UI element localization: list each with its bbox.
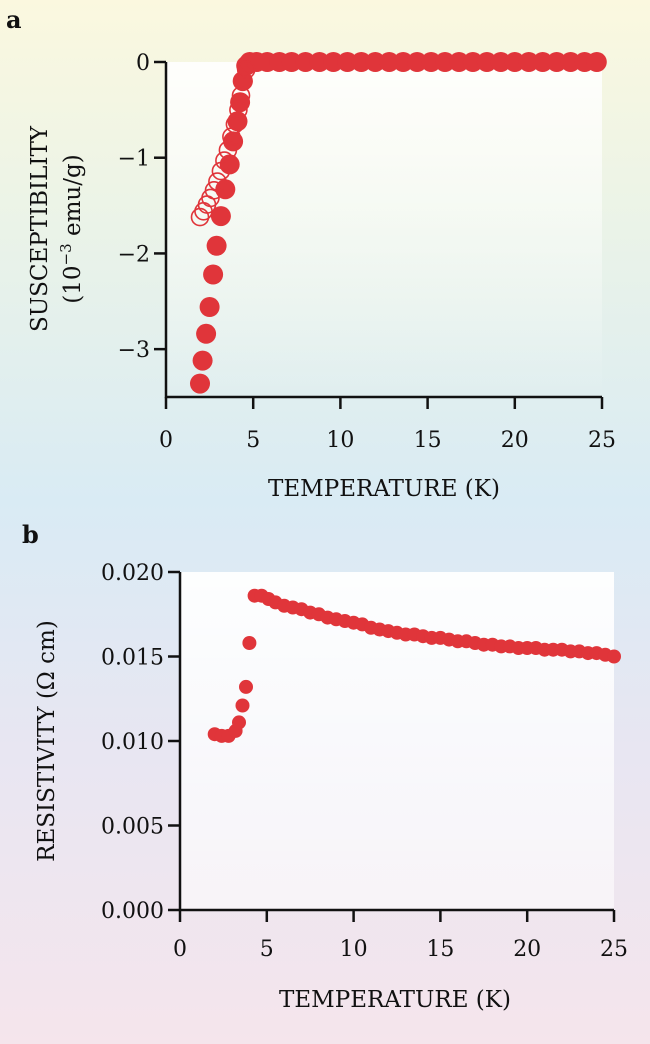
data-point-a-open-6	[211, 161, 231, 181]
x-axis-title-a: TEMPERATURE (K)	[268, 476, 500, 502]
plot-area-b	[180, 572, 614, 910]
x-tick-label-a-0: 0	[159, 428, 173, 453]
panel-label-a: a	[6, 5, 22, 34]
chart-b: b 0.000 0.005 0.010 0.015 0.020 0 5 10 15 20 25 T…	[22, 520, 628, 1013]
data-point-a-filled-31	[462, 52, 483, 72]
data-points-b	[207, 588, 621, 743]
y-tick-label-b-2: 0.010	[101, 730, 164, 755]
axes-a	[164, 62, 602, 399]
data-point-a-open-13	[234, 71, 253, 91]
chart-a: a 0 −1 −2 −3 0 5 10 15 20 25 TEMPERATURE (K) SUS…	[6, 5, 616, 502]
data-point-a-filled-22	[337, 52, 358, 72]
data-point-a-filled-38	[560, 52, 581, 72]
plot-area-a	[166, 62, 602, 397]
data-point-a-filled-40	[586, 52, 607, 72]
data-point-a-open-11	[229, 100, 248, 120]
x-ticks-b: 0 5 10 15 20 25	[173, 910, 628, 962]
data-point-a-filled-29	[435, 52, 455, 72]
data-point-a-open-5	[208, 172, 227, 191]
x-tick-label-b-5: 25	[600, 937, 628, 962]
y-tick-label-b-0: 0.000	[101, 899, 164, 924]
data-point-a-open-4	[204, 181, 224, 200]
data-point-a-filled-34	[504, 52, 525, 72]
data-point-a-filled-9	[223, 131, 244, 152]
data-point-a-filled-32	[476, 52, 497, 72]
y-ticks-b: 0.000 0.005 0.010 0.015 0.020	[101, 561, 180, 924]
y-tick-label-b-4: 0.020	[101, 561, 164, 586]
data-point-a-filled-0	[190, 373, 210, 394]
data-point-b-resistivity-5	[235, 698, 250, 713]
x-tick-label-a-5: 25	[588, 428, 616, 453]
data-point-a-filled-18	[281, 52, 302, 72]
data-point-a-filled-36	[532, 52, 553, 72]
data-point-b-resistivity-4	[232, 715, 246, 730]
y-tick-label-a-1: −1	[118, 147, 150, 172]
data-point-a-filled-20	[309, 52, 330, 72]
x-tick-label-a-2: 10	[326, 428, 354, 453]
x-tick-label-a-1: 5	[246, 428, 260, 453]
y-tick-label-a-2: −2	[118, 242, 150, 267]
data-point-a-filled-37	[546, 52, 567, 72]
data-point-a-open-10	[225, 114, 245, 134]
x-tick-label-b-4: 20	[513, 937, 541, 962]
data-point-a-filled-27	[407, 52, 428, 72]
x-tick-label-b-2: 10	[340, 937, 368, 962]
data-points-a	[190, 52, 607, 394]
y-axis-title-b: RESISTIVITY (Ω cm)	[34, 620, 60, 862]
x-ticks-a: 0 5 10 15 20 25	[159, 397, 616, 453]
data-point-b-resistivity-50	[607, 649, 621, 664]
data-point-a-filled-33	[490, 52, 511, 72]
data-point-a-filled-23	[351, 52, 372, 72]
data-point-a-filled-35	[518, 52, 539, 72]
data-point-a-open-9	[222, 127, 241, 146]
data-point-a-filled-28	[421, 52, 442, 72]
data-point-a-filled-3	[199, 297, 220, 317]
data-point-a-filled-1	[192, 350, 213, 371]
data-point-a-filled-5	[206, 235, 227, 256]
data-point-a-open-7	[215, 151, 234, 170]
y-tick-label-b-1: 0.005	[101, 815, 164, 840]
data-point-a-filled-4	[203, 264, 224, 285]
data-point-a-filled-19	[295, 52, 316, 72]
y-tick-label-b-3: 0.015	[101, 646, 164, 671]
y-units-prefix-a: (10	[60, 265, 86, 303]
data-point-a-filled-2	[196, 323, 217, 344]
x-tick-label-a-4: 20	[501, 428, 529, 453]
x-tick-label-b-1: 5	[260, 937, 274, 962]
panel-label-b: b	[22, 520, 39, 549]
y-units-suffix-a: emu/g)	[60, 154, 86, 243]
data-point-a-filled-30	[449, 52, 469, 72]
data-point-a-open-14	[236, 60, 256, 79]
y-axis-title-a: SUSCEPTIBILITY	[27, 125, 53, 332]
data-point-a-filled-21	[323, 52, 344, 72]
x-tick-label-b-0: 0	[173, 937, 187, 962]
x-tick-label-b-3: 15	[426, 937, 454, 962]
y-ticks-a: 0 −1 −2 −3	[118, 51, 166, 363]
y-axis-units-a: (10−3 emu/g)	[57, 154, 86, 303]
x-axis-title-b: TEMPERATURE (K)	[279, 987, 511, 1013]
y-tick-label-a-3: −3	[118, 338, 150, 363]
data-point-a-open-8	[218, 140, 238, 160]
data-point-a-open-12	[231, 86, 251, 105]
axes-b	[178, 572, 614, 912]
data-point-a-filled-24	[365, 52, 386, 72]
y-tick-label-a-0: 0	[136, 51, 150, 76]
data-point-a-filled-26	[393, 52, 414, 72]
data-point-a-filled-25	[379, 52, 400, 72]
y-units-exponent-a: −3	[57, 243, 75, 265]
x-tick-label-a-3: 15	[414, 428, 442, 453]
data-point-a-filled-6	[210, 206, 231, 227]
data-point-b-resistivity-7	[242, 636, 257, 650]
data-point-b-resistivity-6	[239, 679, 253, 694]
